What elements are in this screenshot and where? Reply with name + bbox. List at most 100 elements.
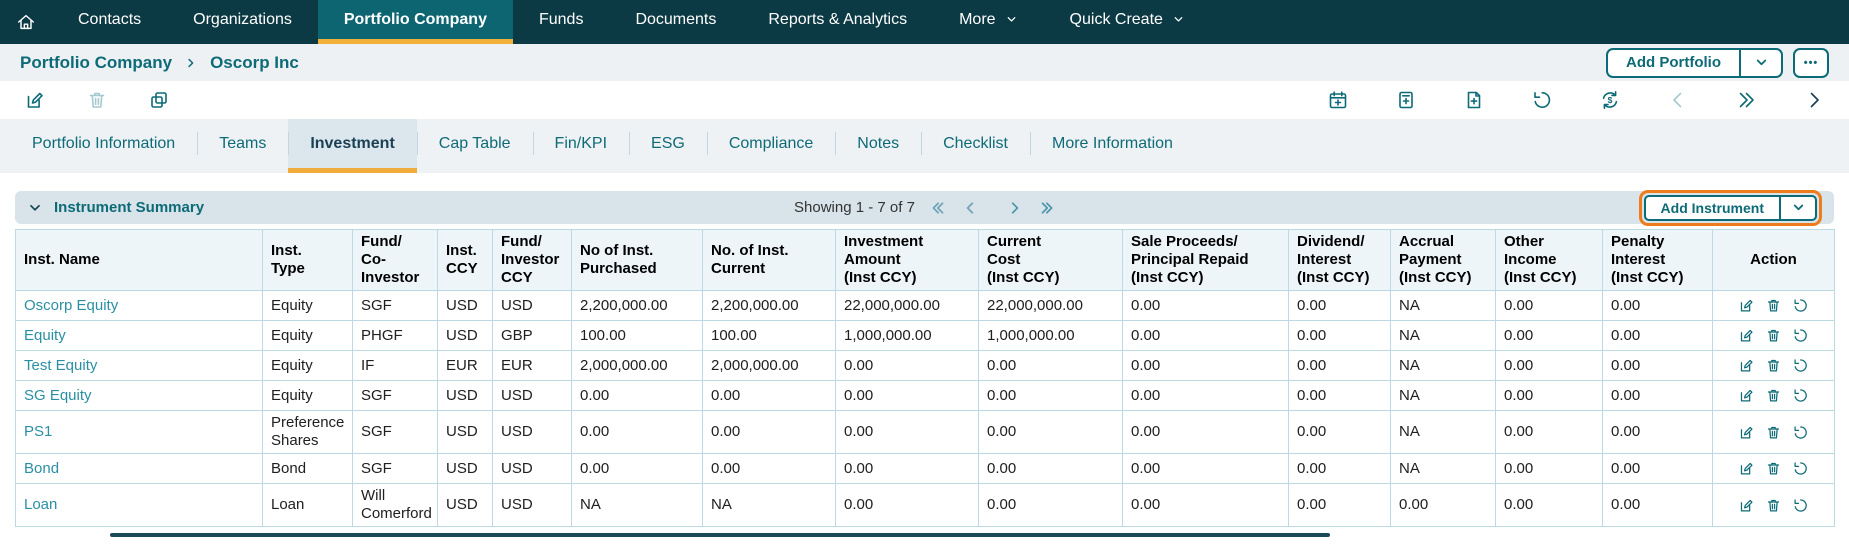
tab-cap-table[interactable]: Cap Table	[417, 119, 533, 173]
currency-refresh-button[interactable]: $	[1599, 89, 1621, 111]
nav-item-organizations[interactable]: Organizations	[167, 0, 318, 44]
table-row: Test EquityEquityIFEUREUR2,000,000.002,0…	[16, 351, 1835, 381]
nav-item-quick-create[interactable]: Quick Create	[1044, 0, 1211, 44]
table-cell: 0.00	[1123, 454, 1289, 484]
edit-button[interactable]	[24, 89, 46, 111]
row-edit-icon[interactable]	[1738, 497, 1755, 514]
instrument-link[interactable]: Equity	[24, 327, 66, 344]
nav-item-documents[interactable]: Documents	[609, 0, 742, 44]
row-history-icon[interactable]	[1792, 387, 1809, 404]
tab-teams[interactable]: Teams	[197, 119, 288, 173]
row-edit-icon[interactable]	[1738, 327, 1755, 344]
add-instrument-split-button: Add Instrument	[1644, 195, 1817, 221]
instrument-link[interactable]: Bond	[24, 460, 59, 477]
horizontal-scrollbar[interactable]	[110, 533, 1330, 537]
more-options-button[interactable]: •••	[1793, 48, 1829, 78]
tab-checklist[interactable]: Checklist	[921, 119, 1030, 173]
instrument-table: Inst. NameInst. TypeFund/ Co- InvestorIn…	[15, 229, 1835, 527]
instrument-link[interactable]: Test Equity	[24, 357, 97, 374]
table-row: LoanLoanWill ComerfordUSDUSDNANA0.000.00…	[16, 484, 1835, 527]
table-row: BondBondSGFUSDUSD0.000.000.000.000.000.0…	[16, 454, 1835, 484]
nav-item-funds[interactable]: Funds	[513, 0, 609, 44]
tab-compliance[interactable]: Compliance	[707, 119, 835, 173]
history-button[interactable]	[1531, 89, 1553, 111]
row-edit-icon[interactable]	[1738, 460, 1755, 477]
table-cell: USD	[438, 454, 493, 484]
row-edit-icon[interactable]	[1738, 387, 1755, 404]
table-cell: Equity	[263, 381, 353, 411]
table-cell: 0.00	[703, 381, 836, 411]
instrument-link[interactable]: Loan	[24, 496, 57, 513]
collapse-section-icon[interactable]	[27, 200, 43, 216]
add-portfolio-dropdown-button[interactable]	[1741, 50, 1781, 76]
page-actions: Add Portfolio •••	[1606, 48, 1829, 78]
tab-portfolio-information[interactable]: Portfolio Information	[10, 119, 197, 173]
instrument-link[interactable]: Oscorp Equity	[24, 297, 118, 314]
add-portfolio-button[interactable]: Add Portfolio	[1608, 50, 1739, 76]
row-history-icon[interactable]	[1792, 327, 1809, 344]
instrument-name-cell: Oscorp Equity	[16, 291, 263, 321]
table-cell: 0.00	[1123, 321, 1289, 351]
calendar-add-button[interactable]	[1327, 89, 1349, 111]
table-cell: 0.00	[1496, 291, 1603, 321]
instrument-link[interactable]: SG Equity	[24, 387, 92, 404]
table-cell: Preference Shares	[263, 411, 353, 454]
add-instrument-dropdown-button[interactable]	[1781, 197, 1815, 219]
next-page-button[interactable]	[1007, 200, 1023, 216]
table-cell: SGF	[353, 411, 438, 454]
document-add-button[interactable]	[1463, 89, 1485, 111]
tab-notes[interactable]: Notes	[835, 119, 921, 173]
row-delete-icon[interactable]	[1765, 357, 1782, 374]
breadcrumb-parent[interactable]: Portfolio Company	[20, 53, 172, 73]
page-next-button[interactable]	[1803, 89, 1825, 111]
table-cell: USD	[438, 291, 493, 321]
instrument-link[interactable]: PS1	[24, 423, 52, 440]
previous-page-button[interactable]	[963, 200, 979, 216]
note-add-button[interactable]	[1395, 89, 1417, 111]
tab-investment[interactable]: Investment	[288, 119, 416, 173]
table-cell: 1,000,000.00	[979, 321, 1123, 351]
nav-item-reports-analytics[interactable]: Reports & Analytics	[742, 0, 933, 44]
tab-fin-kpi[interactable]: Fin/KPI	[533, 119, 629, 173]
delete-button[interactable]	[86, 89, 108, 111]
svg-text:$: $	[1608, 95, 1613, 105]
nav-item-portfolio-company[interactable]: Portfolio Company	[318, 0, 513, 44]
add-instrument-button[interactable]: Add Instrument	[1646, 197, 1779, 219]
table-cell: Equity	[263, 321, 353, 351]
row-history-icon[interactable]	[1792, 357, 1809, 374]
tab-esg[interactable]: ESG	[629, 119, 707, 173]
nav-item-contacts[interactable]: Contacts	[52, 0, 167, 44]
table-head-row: Inst. NameInst. TypeFund/ Co- InvestorIn…	[16, 230, 1835, 291]
table-cell: 0.00	[836, 454, 979, 484]
nav-item-label: Portfolio Company	[344, 11, 487, 29]
row-edit-icon[interactable]	[1738, 424, 1755, 441]
row-history-icon[interactable]	[1792, 497, 1809, 514]
row-delete-icon[interactable]	[1765, 497, 1782, 514]
row-history-icon[interactable]	[1792, 424, 1809, 441]
first-page-button[interactable]	[931, 200, 947, 216]
page-previous-button[interactable]	[1667, 89, 1689, 111]
row-delete-icon[interactable]	[1765, 327, 1782, 344]
row-edit-icon[interactable]	[1738, 297, 1755, 314]
row-delete-icon[interactable]	[1765, 297, 1782, 314]
home-button[interactable]	[0, 0, 52, 44]
table-body: Oscorp EquityEquitySGFUSDUSD2,200,000.00…	[16, 291, 1835, 527]
column-header-dividend: Dividend/ Interest (Inst CCY)	[1289, 230, 1391, 291]
page-forward-all-button[interactable]	[1735, 89, 1757, 111]
tab-more-information[interactable]: More Information	[1030, 119, 1195, 173]
add-portfolio-split-button: Add Portfolio	[1606, 48, 1783, 78]
last-page-button[interactable]	[1039, 200, 1055, 216]
instrument-name-cell: Equity	[16, 321, 263, 351]
copy-button[interactable]	[148, 89, 170, 111]
table-cell: Equity	[263, 291, 353, 321]
row-edit-icon[interactable]	[1738, 357, 1755, 374]
nav-item-more[interactable]: More	[933, 0, 1043, 44]
row-delete-icon[interactable]	[1765, 424, 1782, 441]
row-history-icon[interactable]	[1792, 297, 1809, 314]
column-header-current: Current Cost (Inst CCY)	[979, 230, 1123, 291]
table-cell: USD	[438, 484, 493, 527]
row-delete-icon[interactable]	[1765, 387, 1782, 404]
row-history-icon[interactable]	[1792, 460, 1809, 477]
row-delete-icon[interactable]	[1765, 460, 1782, 477]
table-cell: 2,200,000.00	[572, 291, 703, 321]
